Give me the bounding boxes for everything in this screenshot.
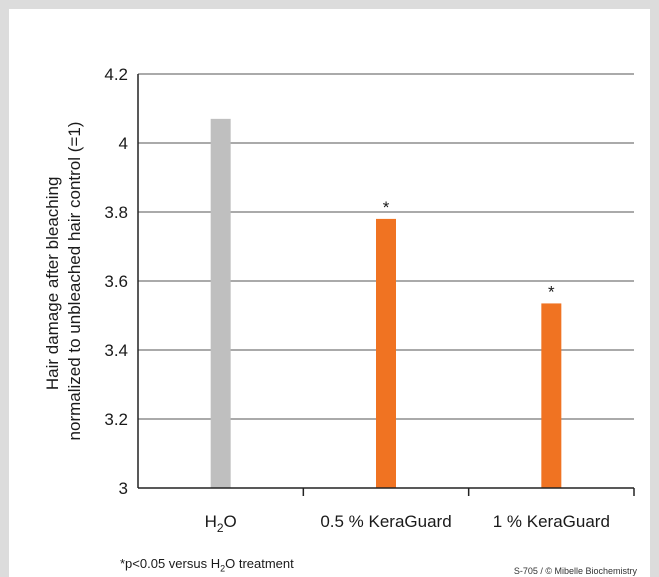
y-tick-label: 3.8 xyxy=(104,203,128,222)
bar-2 xyxy=(376,218,396,488)
bar-1 xyxy=(210,118,231,488)
copyright-credit: S-705 / © Mibelle Biochemistry xyxy=(513,566,637,576)
footnote-suffix: O treatment xyxy=(225,556,294,571)
bar-3 xyxy=(541,303,562,488)
y-tick-label: 3.4 xyxy=(104,341,128,360)
significance-marker: * xyxy=(383,198,390,217)
significance-footnote: *p<0.05 versus H2O treatment xyxy=(120,556,294,574)
y-tick-label: 3.2 xyxy=(104,410,128,429)
x-category-label: 0.5 % KeraGuard xyxy=(320,512,451,531)
footnote-subscript: 2 xyxy=(220,563,226,574)
significance-marker: * xyxy=(548,282,555,301)
y-tick-label: 4.2 xyxy=(104,65,128,84)
x-category-label: H2O xyxy=(205,512,237,535)
y-tick-label: 3 xyxy=(119,479,128,498)
x-category-label: 1 % KeraGuard xyxy=(493,512,610,531)
y-axis-label-line-2: normalized to unbleached hair control (=… xyxy=(65,122,84,441)
y-tick-label: 4 xyxy=(119,134,128,153)
footnote-prefix: *p<0.05 versus H xyxy=(120,556,221,571)
y-axis-label: Hair damage after bleaching normalized t… xyxy=(43,122,84,441)
y-tick-label: 3.6 xyxy=(104,272,128,291)
y-axis-label-line-1: Hair damage after bleaching xyxy=(43,177,62,391)
